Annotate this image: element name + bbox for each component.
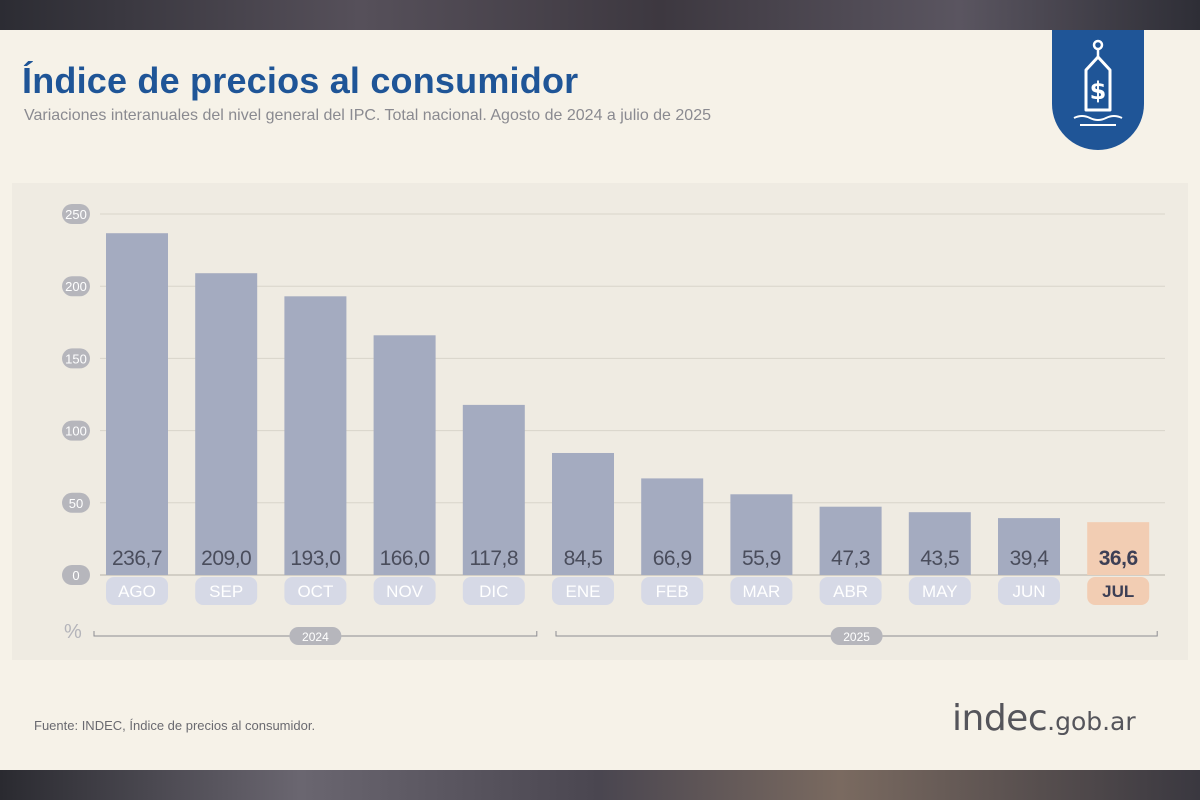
category-label-jun: JUN xyxy=(1012,582,1045,601)
y-tick-pill xyxy=(62,204,90,224)
y-tick-pill xyxy=(62,492,90,513)
value-label-mar: 55,9 xyxy=(742,547,781,570)
category-label-dic: DIC xyxy=(479,582,508,601)
svg-text:$: $ xyxy=(1090,77,1107,105)
bar-may xyxy=(908,512,971,575)
bar-jun xyxy=(998,518,1060,575)
bar-mar xyxy=(730,494,793,575)
category-label-nov: NOV xyxy=(386,582,424,601)
infographic-card: Índice de precios al consumidor Variacio… xyxy=(0,30,1200,770)
category-label-oct: OCT xyxy=(297,582,333,601)
plot-area: 0 50 100 150 200 250% 236,7 AGO 209,0 SEP 193,0 OCT… xyxy=(12,183,1188,660)
year-pill-2024 xyxy=(289,627,342,645)
year-pill-2025 xyxy=(830,627,883,645)
value-label-may: 43,5 xyxy=(920,547,959,570)
bar-sep xyxy=(195,273,258,575)
category-pill-jun xyxy=(998,577,1060,605)
value-label-sep: 209,0 xyxy=(201,547,251,570)
bar-chart: 0 50 100 150 200 250% 236,7 AGO 209,0 SEP 193,0 OCT… xyxy=(62,204,1165,645)
category-label-ago: AGO xyxy=(118,582,156,601)
category-label-sep: SEP xyxy=(209,582,243,601)
category-pill-nov xyxy=(373,577,436,605)
category-pill-feb xyxy=(641,577,704,605)
bar-abr xyxy=(819,506,882,575)
y-tick-pill xyxy=(62,348,90,369)
category-pill-sep xyxy=(195,577,258,605)
value-label-ago: 236,7 xyxy=(112,547,162,570)
y-tick-label: 0 xyxy=(72,568,79,583)
source-note: Fuente: INDEC, Índice de precios al cons… xyxy=(34,718,316,733)
year-label-2025: 2025 xyxy=(843,630,870,644)
category-pill-mar xyxy=(730,577,793,605)
bar-nov xyxy=(373,335,436,575)
category-pill-abr xyxy=(819,577,882,605)
background-photo-top xyxy=(0,0,1200,30)
value-label-jun: 39,4 xyxy=(1010,547,1050,570)
category-label-jul: JUL xyxy=(1102,582,1134,601)
y-axis-unit-label: % xyxy=(64,621,82,643)
value-label-ene: 84,5 xyxy=(564,547,603,570)
category-label-ene: ENE xyxy=(566,582,601,601)
value-label-abr: 47,3 xyxy=(831,547,870,570)
category-pill-oct xyxy=(284,577,347,605)
logo-main-text: indec xyxy=(952,698,1048,739)
indec-logo: indec.gob.ar xyxy=(952,698,1136,739)
y-tick-pill xyxy=(62,276,90,297)
bar-ago xyxy=(106,233,168,575)
price-tag-badge: $ xyxy=(1052,30,1144,150)
value-label-feb: 66,9 xyxy=(653,547,692,570)
bar-oct xyxy=(284,296,347,575)
value-label-dic: 117,8 xyxy=(470,547,519,570)
price-tag-dollar-icon: $ xyxy=(1073,39,1123,126)
y-tick-label: 200 xyxy=(65,279,87,294)
category-pill-may xyxy=(908,577,971,605)
y-tick-pill xyxy=(62,420,90,441)
logo-suffix-text: .gob.ar xyxy=(1047,707,1136,736)
year-label-2024: 2024 xyxy=(302,630,329,644)
y-tick-label: 250 xyxy=(65,207,87,222)
y-tick-label: 150 xyxy=(65,351,87,366)
category-pill-ene xyxy=(552,577,614,605)
category-pill-jul xyxy=(1087,577,1150,605)
chart-title: Índice de precios al consumidor xyxy=(22,60,579,101)
value-label-oct: 193,0 xyxy=(290,547,340,570)
background-photo-bottom xyxy=(0,770,1200,800)
category-label-abr: ABR xyxy=(833,582,868,601)
category-pill-ago xyxy=(106,577,168,605)
bar-ene xyxy=(552,452,614,575)
category-label-may: MAY xyxy=(922,582,958,601)
bar-feb xyxy=(641,478,704,575)
y-tick-label: 100 xyxy=(65,424,87,439)
category-label-mar: MAR xyxy=(743,582,781,601)
bar-dic xyxy=(462,404,525,575)
value-label-nov: 166,0 xyxy=(380,547,430,570)
value-label-jul: 36,6 xyxy=(1099,547,1138,570)
y-tick-label: 50 xyxy=(69,496,83,511)
bar-jul xyxy=(1087,522,1150,575)
category-pill-dic xyxy=(462,577,525,605)
y-tick-pill xyxy=(62,565,90,585)
chart-subtitle: Variaciones interanuales del nivel gener… xyxy=(24,107,711,124)
category-label-feb: FEB xyxy=(656,582,689,601)
